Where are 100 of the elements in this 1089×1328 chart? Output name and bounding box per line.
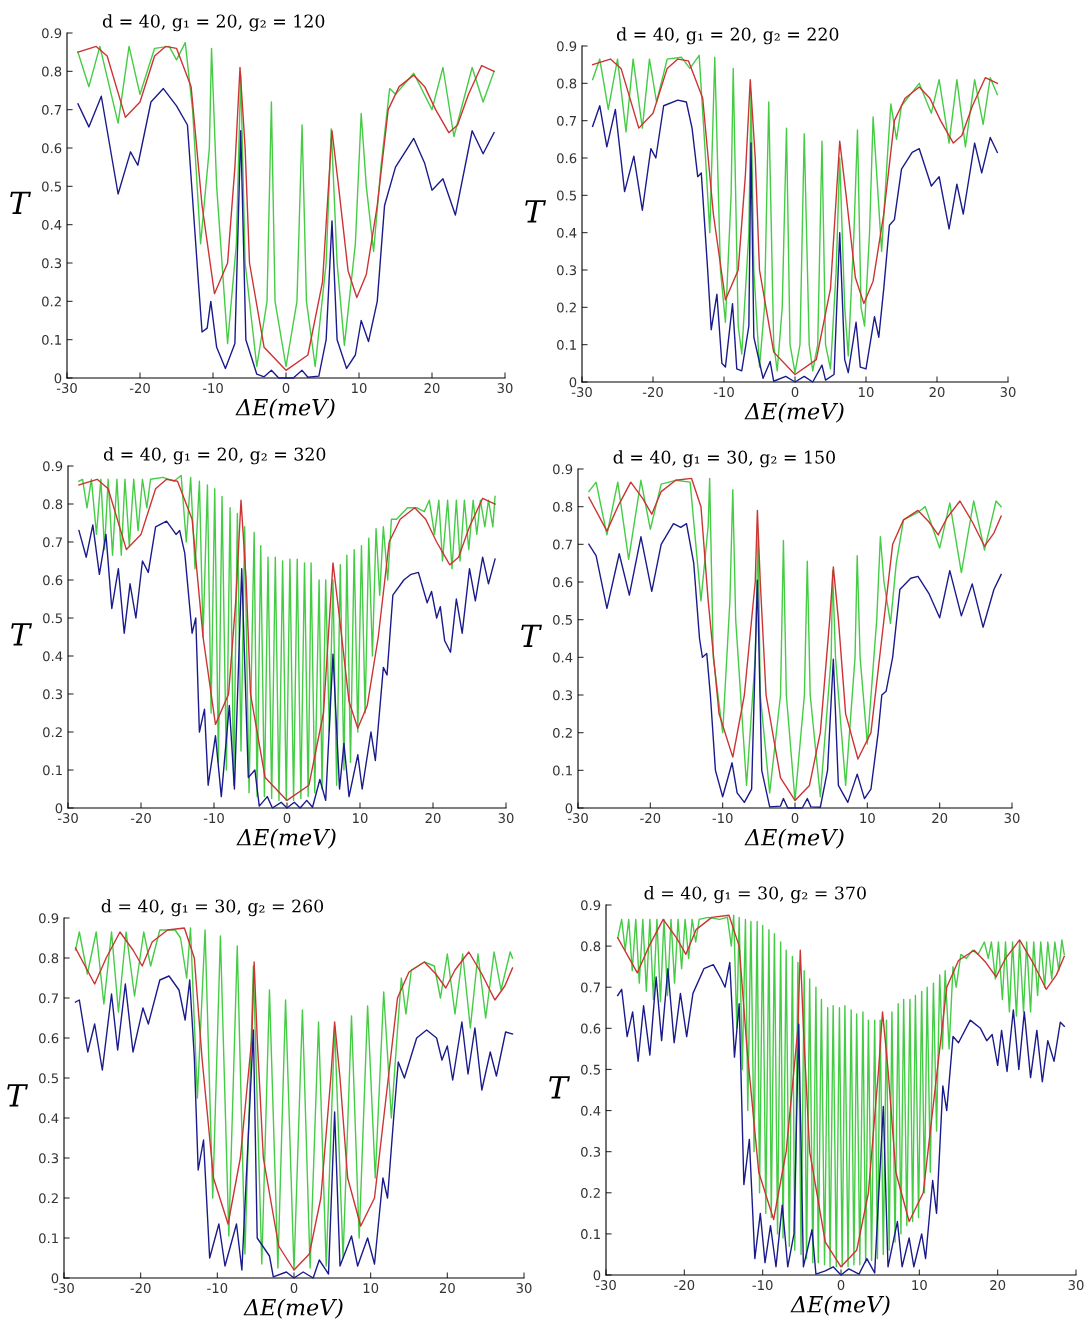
y-tick-label: 0 <box>51 1273 59 1284</box>
x-tick-label: 20 <box>990 1280 1006 1291</box>
line-series <box>588 477 1002 802</box>
y-tick-label: 0.7 <box>557 115 577 126</box>
x-tick-label: -30 <box>57 813 78 824</box>
y-tick-label: 0.6 <box>581 1023 601 1034</box>
x-tick-label: 0 <box>283 813 291 824</box>
y-axis-title: T <box>10 191 31 214</box>
line-series <box>617 961 1065 1276</box>
y-tick-label: 0.2 <box>557 302 576 313</box>
x-tick-label: -30 <box>53 1283 74 1294</box>
chart-title: d = 40, g₁ = 30, g₂ = 260 <box>101 899 324 917</box>
y-tick-label: 0.2 <box>42 296 61 307</box>
x-tick-label: -10 <box>713 387 734 398</box>
y-tick-label: 0 <box>593 1270 601 1281</box>
y-tick-label: 0.5 <box>42 181 61 192</box>
x-tick-label: -20 <box>674 1280 695 1291</box>
y-tick-label: 0 <box>565 803 573 814</box>
x-tick-label: 30 <box>497 383 513 394</box>
y-tick-label: 0.4 <box>581 1105 601 1116</box>
x-tick-label: -10 <box>712 813 733 824</box>
x-tick-label: -30 <box>595 1280 616 1291</box>
y-tick-label: 0.2 <box>43 727 62 738</box>
x-tick-label: -10 <box>202 383 223 394</box>
x-tick-label: -10 <box>752 1280 773 1291</box>
y-tick-label: 0 <box>54 373 62 384</box>
y-tick-label: 0.8 <box>553 501 573 512</box>
line-series <box>74 975 514 1279</box>
y-tick-label: 0.4 <box>43 651 63 662</box>
y-axis-title: T <box>11 623 32 646</box>
line-series <box>617 914 1065 1268</box>
y-tick-label: 0.9 <box>557 41 577 52</box>
y-axis-title: T <box>549 1076 570 1099</box>
x-tick-label: 10 <box>353 813 368 824</box>
x-tick-label: 0 <box>290 1283 298 1294</box>
y-tick-label: 0.3 <box>42 258 62 269</box>
x-tick-label: 20 <box>932 813 948 824</box>
x-axis-title: ΔE(meV) <box>236 828 336 849</box>
x-tick-label: 30 <box>498 813 514 824</box>
x-tick-label: 0 <box>791 387 799 398</box>
y-tick-label: 0.7 <box>43 537 63 548</box>
y-axis-title: T <box>7 1084 28 1107</box>
chart-title: d = 40, g₁ = 20, g₂ = 120 <box>102 14 325 32</box>
x-tick-label: 20 <box>929 387 945 398</box>
y-axis-title: T <box>521 624 542 647</box>
y-tick-label: 0.5 <box>557 190 576 201</box>
y-tick-label: 0.1 <box>42 334 61 345</box>
y-tick-label: 0.3 <box>43 689 63 700</box>
y-tick-label: 0.3 <box>581 1146 601 1157</box>
chart-title: d = 40, g₁ = 20, g₂ = 320 <box>103 447 326 465</box>
y-tick-label: 0.5 <box>39 1073 58 1084</box>
y-tick-label: 0.6 <box>39 1033 59 1044</box>
y-tick-label: 0.8 <box>42 66 62 77</box>
x-tick-label: 30 <box>1000 387 1016 398</box>
y-tick-label: 0.7 <box>581 982 601 993</box>
y-tick-label: 0.2 <box>553 727 572 738</box>
y-tick-label: 0.4 <box>42 219 62 230</box>
line-series <box>74 927 514 1271</box>
x-axis-title: ΔE(meV) <box>744 828 844 849</box>
x-axis-title: ΔE(meV) <box>243 1298 343 1319</box>
y-tick-label: 0.8 <box>557 78 577 89</box>
y-tick-label: 0.1 <box>581 1229 600 1240</box>
x-tick-label: -10 <box>203 813 224 824</box>
y-tick-label: 0.1 <box>553 765 572 776</box>
x-axis-title: ΔE(meV) <box>235 398 335 419</box>
x-axis-title: ΔE(meV) <box>744 402 844 423</box>
x-tick-label: 30 <box>1068 1280 1084 1291</box>
chart-title: d = 40, g₁ = 20, g₂ = 220 <box>616 27 839 45</box>
x-tick-label: 10 <box>859 387 874 398</box>
y-tick-label: 0.4 <box>39 1113 59 1124</box>
x-tick-label: 0 <box>282 383 290 394</box>
x-tick-label: 10 <box>352 383 367 394</box>
y-tick-label: 0.9 <box>42 28 62 39</box>
y-tick-label: 0.8 <box>43 499 63 510</box>
y-tick-label: 0.5 <box>43 613 62 624</box>
x-tick-label: 30 <box>516 1283 532 1294</box>
y-tick-label: 0.7 <box>42 104 62 115</box>
y-tick-label: 0.7 <box>39 993 59 1004</box>
x-tick-label: 30 <box>1004 813 1020 824</box>
x-tick-label: 20 <box>425 813 441 824</box>
y-tick-label: 0.1 <box>43 765 62 776</box>
y-tick-label: 0.8 <box>39 953 59 964</box>
y-tick-label: 0.6 <box>557 153 577 164</box>
x-tick-label: -20 <box>130 813 151 824</box>
x-tick-label: -20 <box>129 383 150 394</box>
y-tick-label: 0.3 <box>557 265 577 276</box>
y-tick-label: 0.9 <box>581 900 601 911</box>
y-tick-label: 0.3 <box>39 1153 59 1164</box>
x-tick-label: 10 <box>363 1283 379 1294</box>
x-tick-label: -20 <box>642 387 663 398</box>
x-tick-label: -30 <box>567 813 588 824</box>
y-tick-label: 0.1 <box>39 1233 58 1244</box>
y-tick-label: 0.9 <box>553 464 573 475</box>
y-tick-label: 0.2 <box>581 1188 600 1198</box>
x-tick-label: -10 <box>207 1283 228 1294</box>
y-tick-label: 0.5 <box>553 614 572 625</box>
x-tick-label: 0 <box>791 813 799 824</box>
chart-title: d = 40, g₁ = 30, g₂ = 370 <box>644 886 866 904</box>
x-tick-label: -30 <box>56 383 77 394</box>
x-tick-label: 20 <box>424 383 440 394</box>
